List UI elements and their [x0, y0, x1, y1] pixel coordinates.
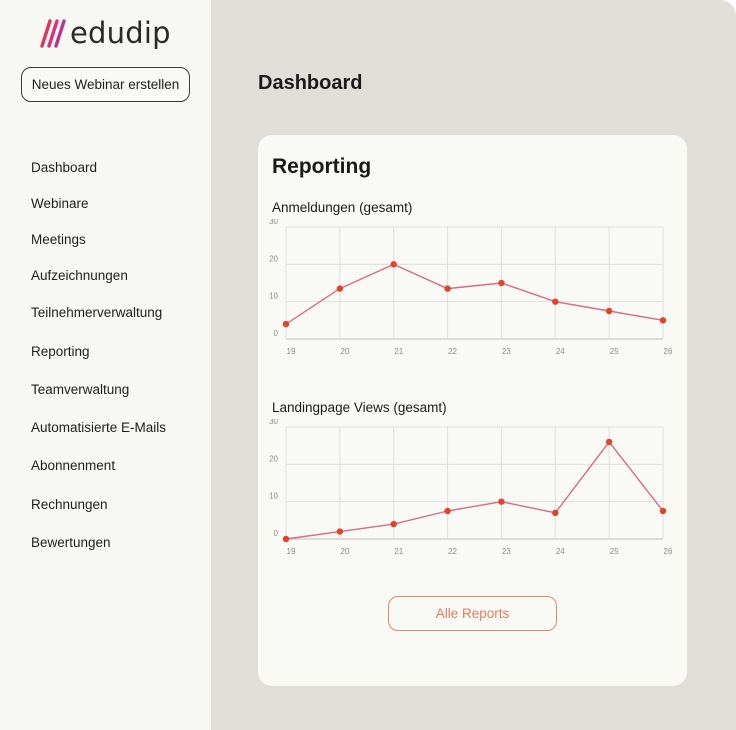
chart-anmeldungen: 0 10 20 30 19 20 21 22 23 24 25 26 — [258, 219, 687, 359]
landingpage-views-data-point — [390, 520, 397, 528]
landingpage-views-xtick-label: 22 — [448, 547, 457, 556]
sidebar-item-reporting[interactable]: Reporting — [31, 344, 90, 359]
anmeldungen-data-point — [498, 279, 505, 287]
anmeldungen-data-point — [336, 285, 344, 292]
sidebar-item-bewertungen[interactable]: Bewertungen — [31, 535, 111, 550]
chart-title-anmeldungen: Anmeldungen (gesamt) — [272, 200, 413, 215]
anmeldungen-data-point — [444, 285, 451, 292]
edudip-logo-icon — [40, 19, 66, 48]
landingpage-views-xtick-label: 20 — [340, 547, 349, 556]
page-title: Dashboard — [258, 72, 363, 94]
reporting-card: Reporting Anmeldungen (gesamt) 0 10 20 30 19… — [258, 135, 687, 686]
sidebar-item-teilnehmerverwaltung[interactable]: Teilnehmerverwaltung — [31, 305, 163, 320]
landingpage-views-data-point — [336, 528, 344, 535]
landingpage-views-xtick-label: 25 — [610, 547, 619, 556]
anmeldungen-xtick-label: 23 — [502, 347, 511, 356]
anmeldungen-ytick-label: 10 — [269, 292, 278, 301]
anmeldungen-xtick-label: 24 — [556, 347, 565, 356]
chart-anmeldungen-svg: 0 10 20 30 19 20 21 22 23 24 25 26 — [269, 219, 673, 356]
landingpage-views-ytick-label: 0 — [274, 529, 279, 538]
sidebar-item-aufzeichnungen[interactable]: Aufzeichnungen — [31, 268, 128, 283]
anmeldungen-xtick-label: 25 — [610, 347, 619, 356]
sidebar: edudip Neues Webinar erstellen Dashboard… — [0, 0, 211, 730]
anmeldungen-xtick-label: 19 — [287, 347, 296, 356]
landingpage-views-ytick-label: 20 — [269, 454, 278, 463]
chart-landingpage-views-svg: 0 10 20 30 19 20 21 22 23 24 25 26 — [269, 419, 673, 556]
anmeldungen-xtick-label: 20 — [340, 347, 349, 356]
sidebar-item-teamverwaltung[interactable]: Teamverwaltung — [31, 382, 130, 397]
sidebar-item-rechnungen[interactable]: Rechnungen — [31, 497, 108, 512]
landingpage-views-ytick-label: 30 — [269, 419, 278, 426]
landingpage-views-xtick-label: 24 — [556, 547, 565, 556]
landingpage-views-data-point — [444, 507, 451, 515]
anmeldungen-xtick-label: 26 — [664, 347, 673, 356]
anmeldungen-ytick-label: 0 — [274, 329, 279, 338]
anmeldungen-ytick-label: 20 — [269, 254, 278, 263]
chart-landingpage-views: 0 10 20 30 19 20 21 22 23 24 25 26 — [258, 419, 687, 559]
anmeldungen-xtick-label: 21 — [394, 347, 403, 356]
landingpage-views-data-point — [552, 509, 559, 517]
anmeldungen-series-line — [285, 263, 664, 325]
anmeldungen-ytick-label: 30 — [269, 219, 278, 226]
card-title: Reporting — [272, 155, 372, 178]
anmeldungen-data-point — [390, 261, 397, 268]
landingpage-views-ytick-label: 10 — [269, 492, 278, 501]
sidebar-item-dashboard[interactable]: Dashboard — [31, 160, 98, 175]
anmeldungen-data-point — [659, 317, 667, 324]
landingpage-views-xtick-label: 21 — [394, 547, 403, 556]
brand-logo[interactable]: edudip — [40, 16, 171, 50]
chart-title-landingpage-views: Landingpage Views (gesamt) — [272, 400, 447, 415]
sidebar-item-automatisierte-emails[interactable]: Automatisierte E-Mails — [31, 420, 167, 435]
anmeldungen-xtick-label: 22 — [448, 347, 457, 356]
anmeldungen-data-point — [552, 298, 559, 305]
anmeldungen-data-point — [605, 307, 613, 315]
brand-name: edudip — [70, 16, 171, 50]
landingpage-views-xtick-label: 19 — [287, 547, 296, 556]
landingpage-views-series-line — [285, 440, 664, 540]
landingpage-views-data-point — [659, 507, 667, 515]
landingpage-views-xtick-label: 26 — [664, 547, 673, 556]
landingpage-views-data-point — [498, 498, 505, 505]
landingpage-views-data-point — [282, 535, 290, 543]
sidebar-item-webinare[interactable]: Webinare — [31, 196, 89, 211]
sidebar-item-meetings[interactable]: Meetings — [31, 232, 86, 247]
anmeldungen-data-point — [282, 320, 290, 328]
new-webinar-button[interactable]: Neues Webinar erstellen — [21, 67, 190, 102]
landingpage-views-data-point — [605, 438, 613, 446]
landingpage-views-xtick-label: 23 — [502, 547, 511, 556]
all-reports-button[interactable]: Alle Reports — [388, 596, 557, 631]
sidebar-item-abonnenment[interactable]: Abonnenment — [31, 458, 116, 473]
